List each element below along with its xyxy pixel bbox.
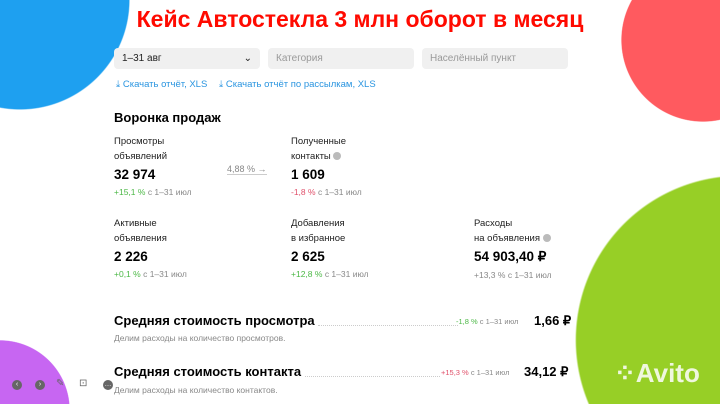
funnel-title: Воронка продаж <box>114 110 221 125</box>
metric-value: 2 625 <box>291 249 325 264</box>
period-value: 1–31 авг <box>122 53 162 64</box>
metric-label: контакты <box>291 151 331 162</box>
divider <box>318 325 458 326</box>
download-icon: ⤓ <box>116 79 121 90</box>
cost-per-view-value: 1,66 ₽ <box>534 313 572 328</box>
cost-per-contact-value: 34,12 ₽ <box>524 364 569 379</box>
metric-delta: +15,1 % <box>114 187 146 197</box>
category-placeholder: Категория <box>276 53 323 64</box>
decor-green-circle <box>575 175 720 404</box>
period-select[interactable]: 1–31 авг ⌄ <box>114 48 260 69</box>
next-icon[interactable]: › <box>35 380 45 390</box>
metric-since: с 1–31 июл <box>317 187 362 197</box>
metric-label: Полученные <box>291 136 347 147</box>
metric-label: объявления <box>114 233 167 244</box>
metric-value: 2 226 <box>114 249 148 264</box>
chevron-down-icon: ⌄ <box>243 53 252 64</box>
location-placeholder: Населённый пункт <box>430 53 517 64</box>
metric-delta: +12,8 % <box>291 269 323 279</box>
prev-icon[interactable]: ‹ <box>12 380 22 390</box>
metric-value: 32 974 <box>114 167 156 182</box>
metric-label: в избранное <box>291 233 346 244</box>
cost-per-view-title: Средняя стоимость просмотра <box>114 313 315 328</box>
metric-label: на объявления <box>474 233 541 244</box>
metric-contacts: Полученные контакты 1 609 -1,8 % с 1–31 … <box>291 134 362 197</box>
download-mailing-report-link[interactable]: ⤓ Скачать отчёт по рассылкам, XLS <box>219 79 376 90</box>
zoom-icon[interactable]: ⊡ <box>79 378 88 389</box>
metric-since: с 1–31 июл <box>147 187 192 197</box>
avito-logo: ⁘Avito <box>614 358 700 389</box>
cost-since: с 1–31 июл <box>479 317 519 326</box>
download-icon: ⤓ <box>219 79 224 90</box>
metric-value: 54 903,40 ₽ <box>474 249 547 264</box>
conversion-value: 4,88 % <box>227 164 256 174</box>
cost-per-contact-desc: Делим расходы на количество контактов. <box>114 385 278 395</box>
metric-delta: +0,1 % <box>114 269 141 279</box>
arrow-right-icon: → <box>257 164 267 174</box>
cost-delta: +15,3 % <box>441 368 469 377</box>
page-title: Кейс Автостекла 3 млн оборот в месяц <box>136 6 584 32</box>
metric-label: Активные <box>114 218 157 229</box>
decor-purple-circle <box>0 340 70 404</box>
category-input[interactable]: Категория <box>268 48 414 69</box>
download-mailing-report-label: Скачать отчёт по рассылкам, XLS <box>225 79 376 90</box>
metric-since: с 1–31 июл <box>143 269 187 279</box>
decor-red-circle <box>618 0 720 122</box>
metric-since: с 1–31 июл <box>324 269 369 279</box>
cost-per-view-desc: Делим расходы на количество просмотров. <box>114 333 286 343</box>
metric-label: Расходы <box>474 218 513 229</box>
metric-since: с 1–31 июл <box>507 270 552 280</box>
avito-dots-icon: ⁘ <box>614 358 636 388</box>
pencil-icon[interactable]: ✎ <box>56 378 65 389</box>
metric-label: Просмотры <box>114 136 165 147</box>
avito-logo-text: Avito <box>635 358 700 388</box>
location-input[interactable]: Населённый пункт <box>422 48 568 69</box>
metric-expenses: Расходы на объявления 54 903,40 ₽ +13,3 … <box>474 216 552 280</box>
decor-blue-circle <box>0 0 130 110</box>
metric-favorites: Добавления в избранное 2 625 +12,8 % с 1… <box>291 216 369 279</box>
cost-per-contact-title: Средняя стоимость контакта <box>114 364 302 379</box>
download-report-link[interactable]: ⤓ Скачать отчёт, XLS <box>116 79 207 90</box>
metric-value: 1 609 <box>291 167 325 182</box>
metric-label: объявлений <box>114 151 168 162</box>
help-icon[interactable] <box>542 234 551 243</box>
metric-delta: -1,8 % <box>291 187 316 197</box>
help-icon[interactable] <box>333 152 342 161</box>
more-icon[interactable]: … <box>103 380 113 390</box>
metric-label: Добавления <box>291 218 345 229</box>
cost-since: с 1–31 июл <box>470 368 510 377</box>
divider <box>305 376 440 377</box>
conversion-rate: 4,88 % → <box>227 164 267 175</box>
metric-delta: +13,3 % <box>474 270 506 280</box>
metric-views: Просмотры объявлений 32 974 +15,1 % с 1–… <box>114 134 192 197</box>
metric-active-ads: Активные объявления 2 226 +0,1 % с 1–31 … <box>114 216 187 279</box>
cost-delta: -1,8 % <box>456 317 478 326</box>
download-report-label: Скачать отчёт, XLS <box>122 79 208 90</box>
